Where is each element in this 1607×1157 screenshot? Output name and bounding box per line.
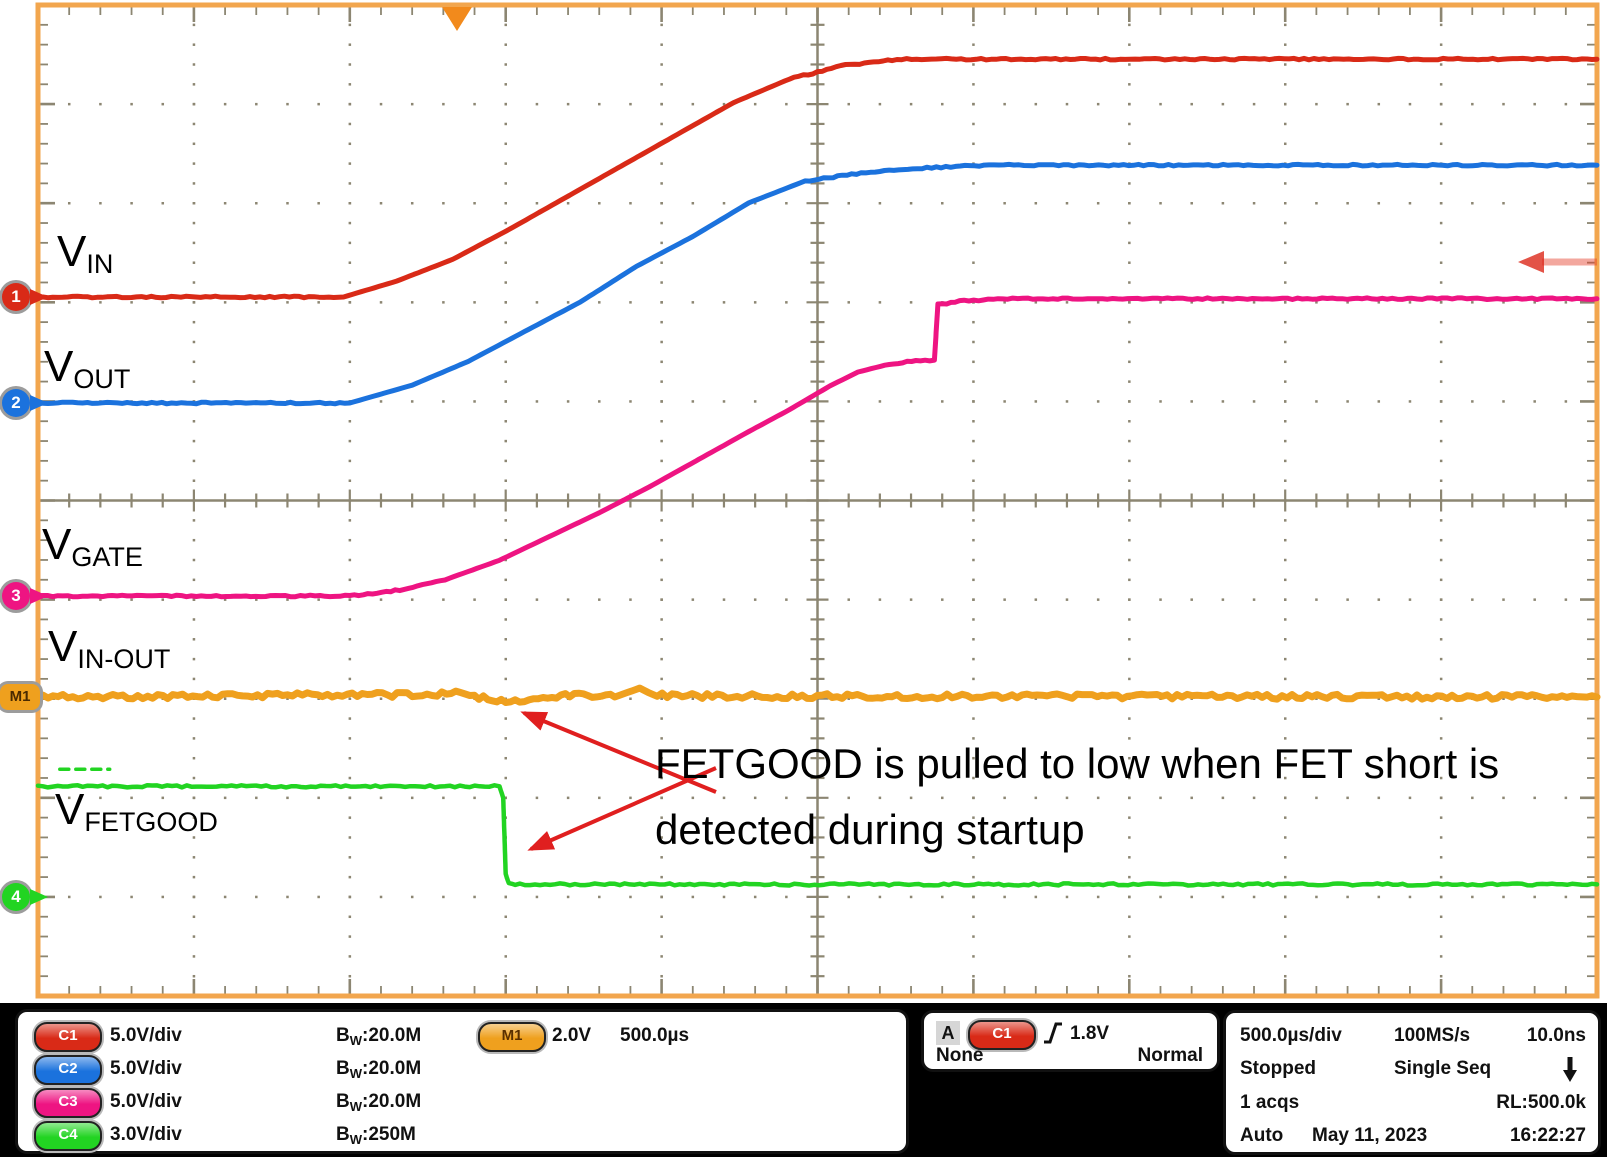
c4-scale: 3.0V/div bbox=[110, 1124, 182, 1145]
m1-timebase: 500.0µs bbox=[620, 1025, 690, 1046]
acquisition-count: 1 acqs bbox=[1240, 1092, 1300, 1113]
timebase-readout: 500.0µs/div bbox=[1240, 1025, 1342, 1046]
channel-marker-arrow-3 bbox=[30, 588, 48, 604]
acquisition-mode: Single Seq bbox=[1394, 1058, 1492, 1079]
trace-label-vgate: VGATE bbox=[42, 523, 143, 571]
resolution-readout: 10.0ns bbox=[1526, 1025, 1586, 1046]
sample-rate-readout: 100MS/s bbox=[1394, 1025, 1471, 1046]
channel-marker-2[interactable]: 2 bbox=[2, 389, 30, 417]
label-main: V bbox=[42, 520, 72, 569]
c1-scale: 5.0V/div bbox=[110, 1025, 182, 1046]
label-sub: IN-OUT bbox=[77, 644, 171, 674]
trace-vout bbox=[35, 161, 1600, 407]
c4-bandwidth: BW:250M bbox=[336, 1124, 416, 1147]
label-main: V bbox=[55, 785, 85, 834]
channel-badge-c3[interactable]: C3 bbox=[34, 1088, 102, 1118]
c1-bandwidth: BW:20.0M bbox=[336, 1025, 422, 1048]
trigger-position-marker[interactable] bbox=[442, 7, 472, 31]
record-length: RL:500.0k bbox=[1496, 1092, 1586, 1113]
annotation-line2: detected during startup bbox=[655, 806, 1085, 853]
trace-vfetgood bbox=[35, 782, 1600, 888]
trigger-mode-letter: A bbox=[936, 1021, 960, 1045]
trace-vgate bbox=[35, 295, 1600, 600]
label-sub: FETGOOD bbox=[84, 807, 218, 837]
channel-marker-m1[interactable]: M1 bbox=[0, 684, 40, 710]
rising-edge-icon bbox=[1044, 1022, 1062, 1044]
channel-marker-arrow-1 bbox=[30, 289, 48, 305]
trace-label-vfetgood: VFETGOOD bbox=[55, 788, 218, 836]
annotation-callout: FETGOOD is pulled to low when FET short … bbox=[655, 731, 1499, 863]
annotation-line1: FETGOOD is pulled to low when FET short … bbox=[655, 740, 1500, 787]
c3-bandwidth: BW:20.0M bbox=[336, 1091, 422, 1114]
channel-marker-1[interactable]: 1 bbox=[2, 283, 30, 311]
trace-label-vout: VOUT bbox=[44, 345, 130, 393]
trigger-readout-panel: A C1 1.8V None Normal bbox=[921, 1010, 1220, 1072]
arrow-down-icon bbox=[1563, 1057, 1577, 1082]
annotation-arrow-2 bbox=[520, 711, 717, 794]
trigger-mode: Normal bbox=[1137, 1045, 1203, 1066]
channel-marker-arrow-4 bbox=[30, 889, 48, 905]
annotation-arrow-1 bbox=[527, 766, 717, 851]
run-state: Stopped bbox=[1240, 1058, 1316, 1079]
date-readout: May 11, 2023 bbox=[1312, 1125, 1428, 1146]
auto-trigger-label: Auto bbox=[1240, 1125, 1284, 1146]
trigger-source-badge[interactable]: C1 bbox=[968, 1020, 1036, 1050]
trace-label-vinout: VIN-OUT bbox=[48, 625, 170, 673]
label-main: V bbox=[57, 227, 87, 276]
label-sub: GATE bbox=[71, 542, 143, 572]
waveform-display: VIN VOUT VGATE VIN-OUT VFETGOOD FETGOOD … bbox=[0, 2, 1601, 999]
channel-badge-c4[interactable]: C4 bbox=[34, 1121, 102, 1151]
horizontal-readout-panel: 500.0µs/div 100MS/s 10.0ns Stopped Singl… bbox=[1223, 1010, 1601, 1155]
trigger-level: 1.8V bbox=[1070, 1023, 1110, 1044]
trace-vin bbox=[35, 55, 1600, 301]
c2-scale: 5.0V/div bbox=[110, 1058, 182, 1079]
time-readout: 16:22:27 bbox=[1509, 1125, 1586, 1146]
math-badge-m1[interactable]: M1 bbox=[478, 1022, 546, 1052]
label-main: V bbox=[48, 622, 78, 671]
trigger-holdoff: None bbox=[936, 1045, 984, 1066]
trigger-level-arrow[interactable] bbox=[1518, 251, 1544, 273]
label-main: V bbox=[44, 342, 74, 391]
label-sub: OUT bbox=[73, 364, 131, 394]
readout-bar: C1 5.0V/div BW:20.0M C2 5.0V/div BW:20.0… bbox=[0, 1003, 1607, 1157]
channel-marker-3[interactable]: 3 bbox=[2, 582, 30, 610]
label-sub: IN bbox=[86, 249, 114, 279]
channel-marker-4[interactable]: 4 bbox=[2, 883, 30, 911]
c2-bandwidth: BW:20.0M bbox=[336, 1058, 422, 1081]
trace-vin-out bbox=[34, 684, 1601, 706]
channel-readout-panel: C1 5.0V/div BW:20.0M C2 5.0V/div BW:20.0… bbox=[15, 1009, 909, 1154]
channel-badge-c2[interactable]: C2 bbox=[34, 1055, 102, 1085]
c3-scale: 5.0V/div bbox=[110, 1091, 182, 1112]
m1-scale: 2.0V bbox=[552, 1025, 592, 1046]
channel-marker-arrow-2 bbox=[30, 395, 48, 411]
graticule-and-traces bbox=[34, 2, 1601, 999]
trace-label-vin: VIN bbox=[57, 230, 113, 278]
channel-badge-c1[interactable]: C1 bbox=[34, 1022, 102, 1052]
